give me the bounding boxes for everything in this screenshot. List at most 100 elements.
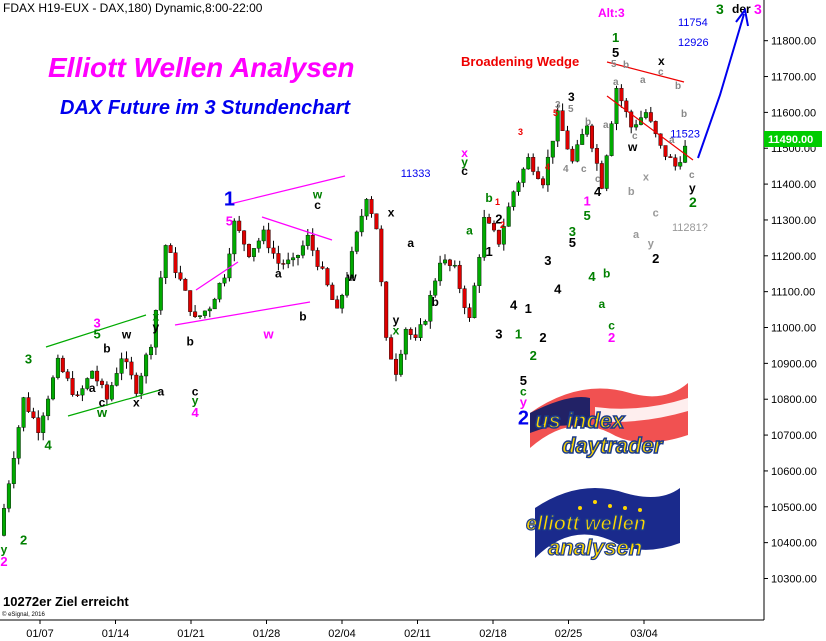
wave-label: a <box>407 236 414 250</box>
candle-body <box>251 248 256 257</box>
candle-body <box>80 388 85 396</box>
wave-label: x <box>388 205 395 219</box>
candle-body <box>590 125 595 149</box>
y-tick-label: 10800.00 <box>771 394 817 406</box>
footer-note: 10272er Ziel erreicht <box>3 594 129 609</box>
gray-c2: c <box>632 131 638 142</box>
candle-body <box>599 163 604 189</box>
trend-lines <box>45 61 694 417</box>
candle-body <box>296 255 301 258</box>
wave-label: 3 <box>495 326 502 341</box>
eu-logo-line2: analysen <box>548 535 642 560</box>
candle-body <box>457 264 462 289</box>
candle-body <box>545 156 550 186</box>
wave-label: y <box>1 542 8 556</box>
wave-label: 1 <box>525 301 532 316</box>
wedge-wave-5: 5 <box>612 45 619 60</box>
candle-body <box>560 110 565 131</box>
chart-header: FDAX H19-EUX - DAX,180) Dynamic,8:00-22:… <box>3 1 263 15</box>
candle-body <box>104 384 109 400</box>
candle-body <box>345 277 350 296</box>
gray-5: 5 <box>611 59 617 70</box>
candle-body <box>384 281 389 338</box>
candle-body <box>423 321 428 325</box>
wedge-label-3: 3 <box>568 90 575 104</box>
wave-label: a <box>275 266 282 280</box>
candle-body <box>643 112 648 118</box>
candle-body <box>315 250 320 267</box>
candle-body <box>663 145 668 157</box>
candle-body <box>173 252 178 273</box>
y-tick-label: 11000.00 <box>771 323 816 335</box>
wedge-y-final: y <box>689 181 696 195</box>
last-price-label: 11490.00 <box>768 134 813 146</box>
x-axis-ticks: 01/07 01/14 01/21 01/28 02/04 02/11 02/18 02/25… <box>26 620 658 640</box>
wave-label: b <box>432 295 439 309</box>
wave-label: 4 <box>44 437 52 452</box>
candle-body <box>550 140 555 158</box>
wave-label: c <box>653 207 659 219</box>
us-index-daytrader-logo: us index daytrader <box>530 383 688 459</box>
candle-body <box>541 178 546 186</box>
candle-body <box>99 380 104 385</box>
candle-body <box>521 168 526 183</box>
level-11281: 11281? <box>672 222 708 234</box>
candle-body <box>242 230 247 245</box>
candle-body <box>379 228 384 283</box>
candle-body <box>492 223 497 231</box>
wave-3-green: 3 <box>716 1 724 17</box>
candle-body <box>217 282 222 300</box>
candle-body <box>389 337 394 360</box>
candle-body <box>555 110 560 142</box>
y-tick-label: 11800.00 <box>771 36 816 48</box>
candle-body <box>575 144 580 162</box>
candle-body <box>281 263 286 265</box>
x-tick-label: 02/04 <box>328 628 356 640</box>
candle-body <box>452 264 457 267</box>
wave-label: y <box>153 320 160 334</box>
candle-body <box>325 268 330 286</box>
last-price-box <box>764 131 822 147</box>
wave-label: 1 <box>485 244 492 259</box>
wave-label: 2 <box>539 330 546 345</box>
wave-label: y <box>393 313 400 327</box>
candle-body <box>609 123 614 156</box>
candle-body <box>26 397 31 412</box>
wave-label: b <box>628 186 635 198</box>
candle-body <box>256 240 261 249</box>
candle-body <box>536 171 541 179</box>
wave-label: b <box>299 309 306 323</box>
gray-a: a <box>603 120 609 131</box>
target-12926: 12926 <box>678 37 709 49</box>
candle-body <box>516 182 521 192</box>
x-tick-label: 01/14 <box>102 628 130 640</box>
y-tick-label: 10700.00 <box>771 430 817 442</box>
candle-body <box>212 298 217 310</box>
wave-label: b <box>103 342 110 356</box>
wave-label: 5 <box>569 235 576 250</box>
candle-body <box>678 162 683 167</box>
candle-body <box>222 277 227 284</box>
wave-label: y <box>520 394 528 409</box>
trend-line <box>174 301 311 326</box>
wedge-small-5-red: 5 <box>553 108 558 118</box>
candle-body <box>462 288 467 308</box>
wave-label: 3 <box>569 224 576 239</box>
y-axis-ticks: 11800.0011700.0011600.0011500.0011400.00… <box>764 36 817 585</box>
candles <box>2 84 688 537</box>
candle-body <box>619 88 624 102</box>
trend-line <box>606 95 694 161</box>
candle-body <box>75 394 80 396</box>
wave-label: y <box>648 238 655 250</box>
wave-label: 1 <box>515 326 522 341</box>
candle-body <box>359 215 364 233</box>
eu-logo-line1: elliott wellen <box>526 513 646 535</box>
candle-body <box>668 156 673 158</box>
wave-label: a <box>157 385 164 399</box>
candle-body <box>158 277 163 311</box>
candle-body <box>114 373 119 386</box>
candle-body <box>6 483 11 509</box>
wave-label: c <box>608 318 615 332</box>
candle-body <box>428 295 433 322</box>
trend-line <box>606 61 685 83</box>
